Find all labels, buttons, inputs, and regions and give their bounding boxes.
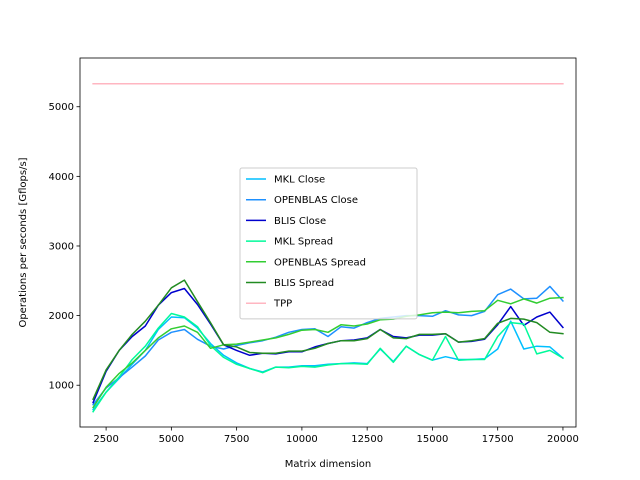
x-tick-label: 5000 <box>159 434 184 445</box>
x-tick-label: 15000 <box>417 434 449 445</box>
x-tick-label: 20000 <box>547 434 579 445</box>
series-line-4 <box>92 296 564 409</box>
x-axis-ticks: 2500 5000 7500 10000 12500 15000 17500 20000 <box>93 427 579 445</box>
y-tick-label: 2000 <box>49 311 74 322</box>
x-tick-label: 2500 <box>93 434 118 445</box>
x-tick-label: 10000 <box>286 434 318 445</box>
x-tick-label: 12500 <box>351 434 383 445</box>
plot-area-frame <box>79 57 577 428</box>
y-tick-label: 4000 <box>49 172 74 183</box>
legend: MKL Close OPENBLAS Close BLIS Close MKL Spr… <box>239 167 418 320</box>
y-tick-label: 3000 <box>49 241 74 252</box>
legend-label-6: TPP <box>273 299 292 310</box>
legend-label-3: MKL Spread <box>274 237 333 248</box>
legend-label-5: BLIS Spread <box>274 278 334 289</box>
legend-label-4: OPENBLAS Spread <box>274 257 366 268</box>
legend-label-0: MKL Close <box>274 175 325 186</box>
y-axis-label: Operations per seconds [Gflops/s] <box>18 157 29 327</box>
x-axis-label: Matrix dimension <box>285 459 371 470</box>
y-axis-ticks: 1000 2000 3000 4000 5000 <box>49 102 80 392</box>
series-line-5 <box>92 279 564 401</box>
legend-label-2: BLIS Close <box>274 216 326 227</box>
legend-box <box>239 167 418 320</box>
y-tick-label: 1000 <box>49 381 74 392</box>
x-tick-label: 17500 <box>482 434 514 445</box>
legend-label-1: OPENBLAS Close <box>274 195 358 206</box>
x-tick-label: 7500 <box>224 434 249 445</box>
series-line-3 <box>92 312 564 413</box>
y-tick-label: 5000 <box>49 102 74 113</box>
series-lines <box>92 83 564 413</box>
